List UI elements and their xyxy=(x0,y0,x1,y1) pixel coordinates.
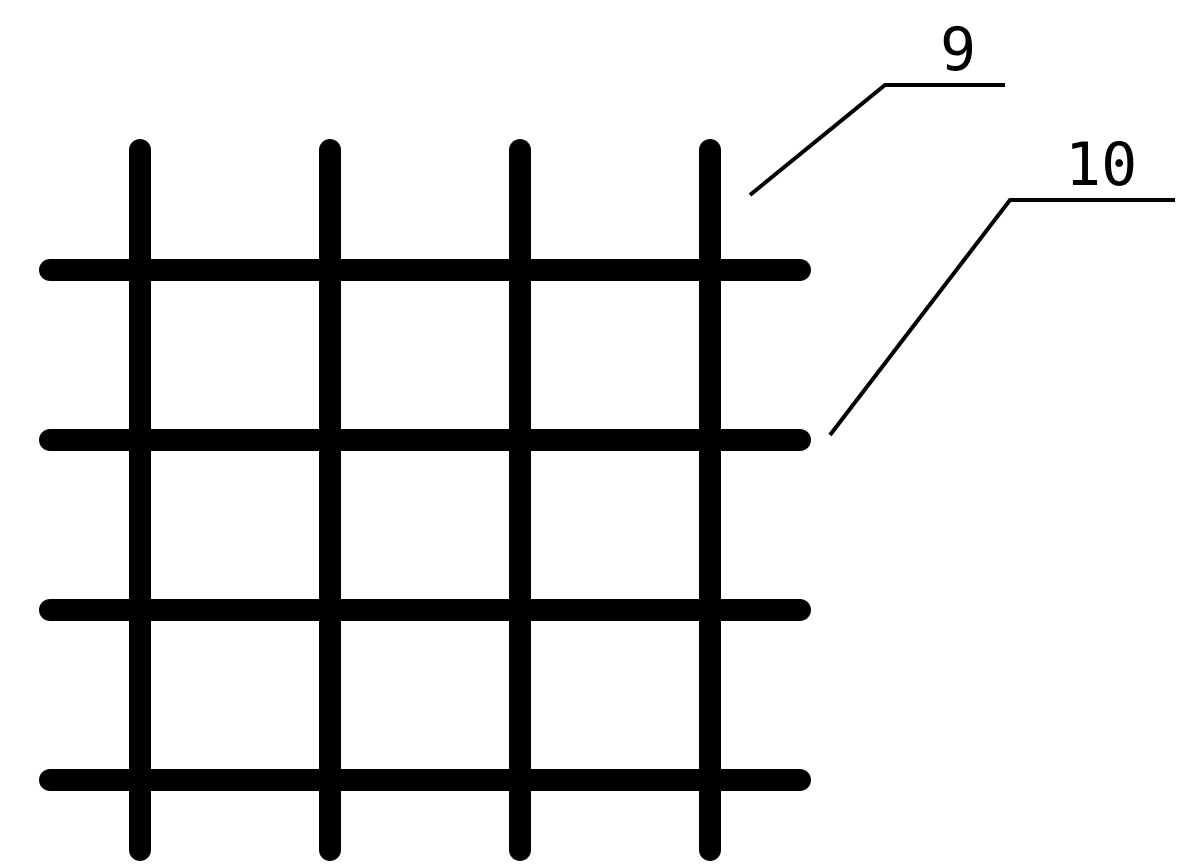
callout-label-10: 10 xyxy=(1065,130,1137,200)
grid-vertical-lines xyxy=(140,150,710,850)
grid-horizontal-lines xyxy=(50,270,800,780)
callout-leader-10 xyxy=(830,200,1175,435)
callout-label-9: 9 xyxy=(940,15,976,85)
callout-leader-9 xyxy=(750,85,1005,195)
diagram-canvas xyxy=(0,0,1181,865)
